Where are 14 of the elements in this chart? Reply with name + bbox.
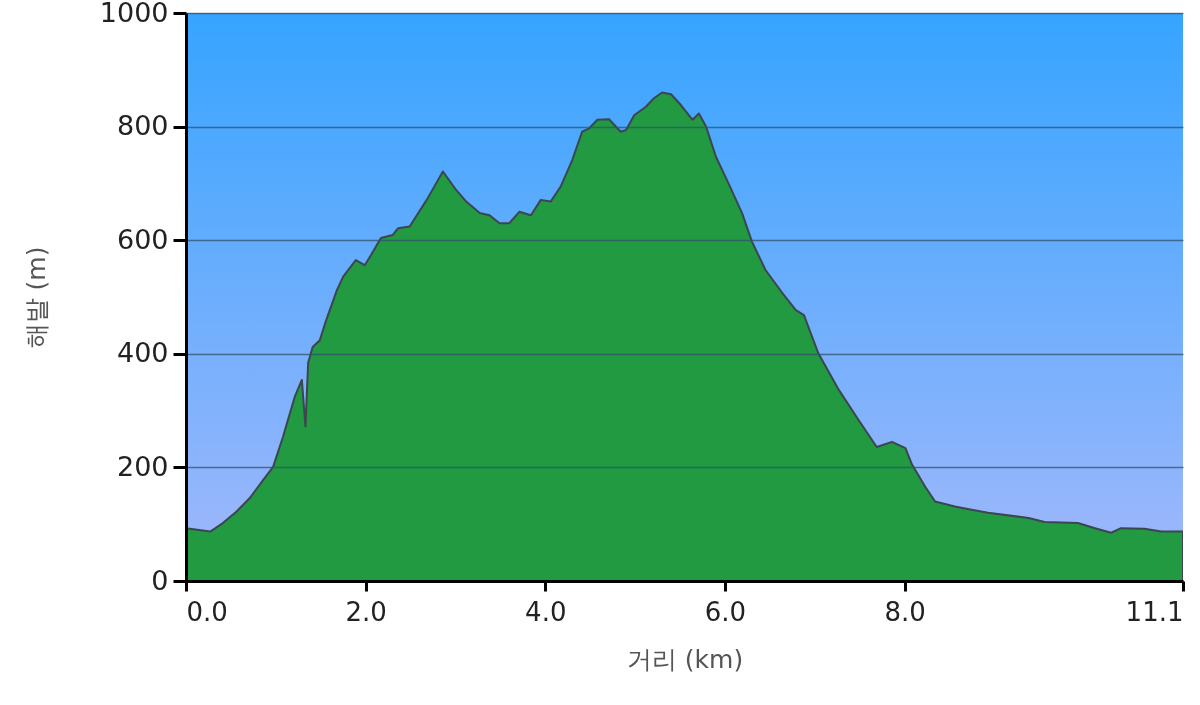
y-tick-label: 600: [116, 223, 169, 255]
x-tick-label: 6.0: [704, 596, 747, 627]
y-tick-label: 0: [151, 564, 169, 596]
x-tick-label: 2.0: [345, 596, 387, 627]
x-tick-label: 11.1: [1125, 596, 1184, 627]
y-tick-label: 200: [116, 450, 169, 482]
x-axis-title: 거리 (km): [626, 644, 744, 674]
x-tick-label: 0.0: [186, 596, 228, 627]
x-tick-label: 4.0: [525, 596, 567, 627]
y-tick-label: 400: [116, 337, 169, 369]
y-axis-title: 해발 (m): [21, 246, 51, 349]
y-tick-label: 800: [116, 110, 169, 142]
y-tick-label: 1000: [99, 0, 169, 28]
x-tick-label: 8.0: [884, 596, 926, 627]
